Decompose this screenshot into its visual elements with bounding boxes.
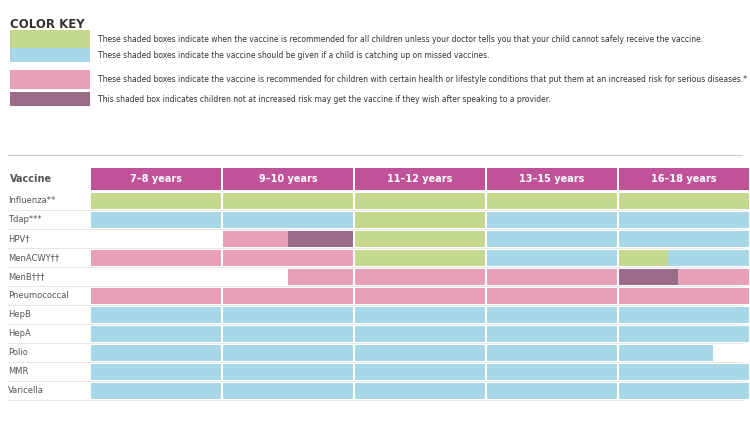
Bar	[487, 269, 617, 285]
Text: 16–18 years: 16–18 years	[651, 174, 717, 184]
Bar	[223, 212, 353, 228]
Bar	[487, 345, 617, 361]
Bar	[223, 345, 353, 361]
Bar	[223, 193, 353, 209]
Text: MenACWY††: MenACWY††	[8, 253, 59, 262]
Bar	[619, 345, 712, 361]
Bar	[223, 288, 353, 304]
Bar	[355, 168, 485, 190]
Bar	[619, 193, 749, 209]
Text: These shaded boxes indicate the vaccine should be given if a child is catching u: These shaded boxes indicate the vaccine …	[98, 51, 490, 59]
Bar	[91, 326, 221, 342]
Bar	[677, 269, 749, 285]
Text: Polio: Polio	[8, 348, 28, 357]
Bar	[487, 364, 617, 380]
Text: Vaccine: Vaccine	[10, 174, 52, 184]
Text: 9–10 years: 9–10 years	[259, 174, 317, 184]
Bar	[10, 92, 90, 106]
Bar	[223, 168, 353, 190]
Bar	[10, 48, 90, 62]
Bar	[91, 383, 221, 399]
Bar	[619, 269, 677, 285]
Bar	[355, 364, 485, 380]
Bar	[355, 383, 485, 399]
Bar	[10, 70, 90, 89]
Bar	[91, 250, 221, 266]
Bar	[619, 364, 749, 380]
Bar	[619, 168, 749, 190]
Text: Tdap***: Tdap***	[8, 215, 42, 224]
Bar	[619, 307, 749, 323]
Bar	[619, 212, 749, 228]
Text: MMR: MMR	[8, 367, 28, 376]
Text: 7–8 years: 7–8 years	[130, 174, 182, 184]
Bar	[355, 269, 485, 285]
Text: Varicella: Varicella	[8, 386, 44, 395]
Bar	[91, 364, 221, 380]
Bar	[668, 250, 749, 266]
Bar	[619, 288, 749, 304]
Bar	[223, 231, 288, 247]
Bar	[91, 288, 221, 304]
Bar	[487, 193, 617, 209]
Bar	[619, 383, 749, 399]
Text: These shaded boxes indicate the vaccine is recommended for children with certain: These shaded boxes indicate the vaccine …	[98, 75, 747, 84]
Bar	[355, 326, 485, 342]
Bar	[487, 250, 617, 266]
Bar	[91, 345, 221, 361]
Bar	[355, 345, 485, 361]
Text: COLOR KEY: COLOR KEY	[10, 18, 85, 31]
Text: Influenza**: Influenza**	[8, 196, 56, 205]
Bar	[487, 307, 617, 323]
Bar	[288, 269, 353, 285]
Text: HPV†: HPV†	[8, 234, 29, 243]
Bar	[355, 288, 485, 304]
Bar	[223, 364, 353, 380]
Bar	[355, 307, 485, 323]
Bar	[355, 193, 485, 209]
Bar	[91, 168, 221, 190]
Bar	[487, 168, 617, 190]
Text: These shaded boxes indicate when the vaccine is recommended for all children unl: These shaded boxes indicate when the vac…	[98, 35, 704, 44]
Bar	[619, 326, 749, 342]
Bar	[223, 383, 353, 399]
Bar	[355, 250, 485, 266]
Text: MenB†††: MenB†††	[8, 272, 44, 281]
Bar	[288, 231, 353, 247]
Text: HepA: HepA	[8, 329, 31, 338]
Bar	[223, 326, 353, 342]
Bar	[223, 307, 353, 323]
Bar	[91, 212, 221, 228]
Bar	[487, 231, 617, 247]
Text: HepB: HepB	[8, 310, 31, 319]
Bar	[487, 288, 617, 304]
Bar	[355, 212, 485, 228]
Bar	[223, 250, 353, 266]
Bar	[91, 193, 221, 209]
Bar	[487, 212, 617, 228]
Bar	[619, 250, 668, 266]
Bar	[619, 231, 749, 247]
Text: Pneumococcal: Pneumococcal	[8, 291, 69, 300]
Bar	[487, 383, 617, 399]
Text: 13–15 years: 13–15 years	[519, 174, 585, 184]
Text: This shaded box indicates children not at increased risk may get the vaccine if : This shaded box indicates children not a…	[98, 95, 550, 103]
Bar	[91, 307, 221, 323]
Bar	[487, 326, 617, 342]
Text: 11–12 years: 11–12 years	[387, 174, 453, 184]
Bar	[10, 30, 90, 49]
Bar	[355, 231, 485, 247]
